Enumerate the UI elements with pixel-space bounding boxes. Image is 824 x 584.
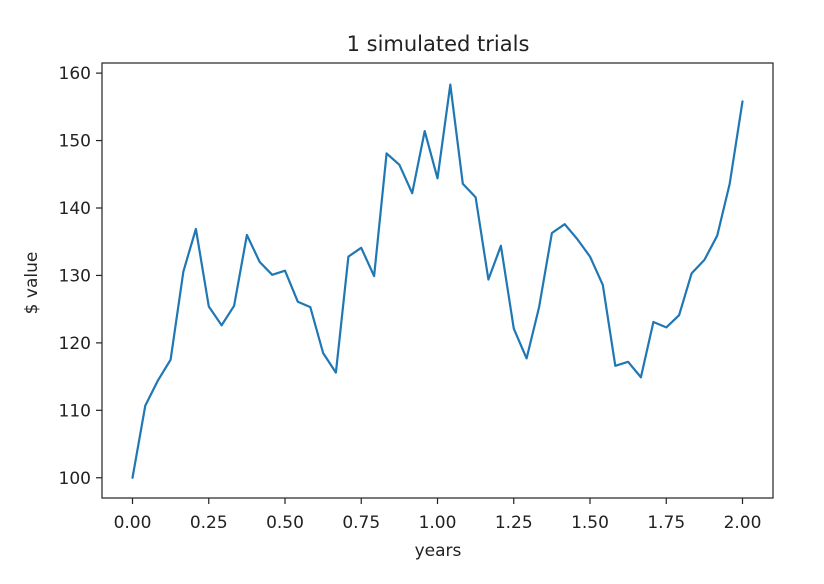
y-tick-label: 160 [59,64,91,84]
x-tick-label: 1.25 [495,513,533,533]
plot-frame [101,62,774,499]
x-tick-label: 0.00 [114,513,152,533]
x-tick-label: 0.25 [190,513,228,533]
x-tick-label: 1.00 [419,513,457,533]
x-tick-label: 1.75 [647,513,685,533]
y-axis: 100 110 120 130 140 150 160 [59,64,102,489]
x-axis-title: years [415,541,462,561]
x-tick-label: 0.75 [342,513,380,533]
chart-title: 1 simulated trials [347,32,530,56]
y-tick-label: 110 [59,401,91,421]
y-tick-label: 120 [59,334,91,354]
x-tick-label: 0.50 [266,513,304,533]
x-tick-label: 1.50 [571,513,609,533]
x-axis: 0.00 0.25 0.50 0.75 1.00 1.25 1.50 1.75 2.00 [114,498,762,533]
y-tick-label: 100 [59,469,91,489]
y-tick-label: 130 [59,266,91,286]
y-tick-label: 150 [59,132,91,152]
y-axis-title: $ value [22,252,42,315]
series-line [131,83,744,479]
plot-area [101,62,774,499]
y-tick-label: 140 [59,199,91,219]
x-tick-label: 2.00 [724,513,762,533]
